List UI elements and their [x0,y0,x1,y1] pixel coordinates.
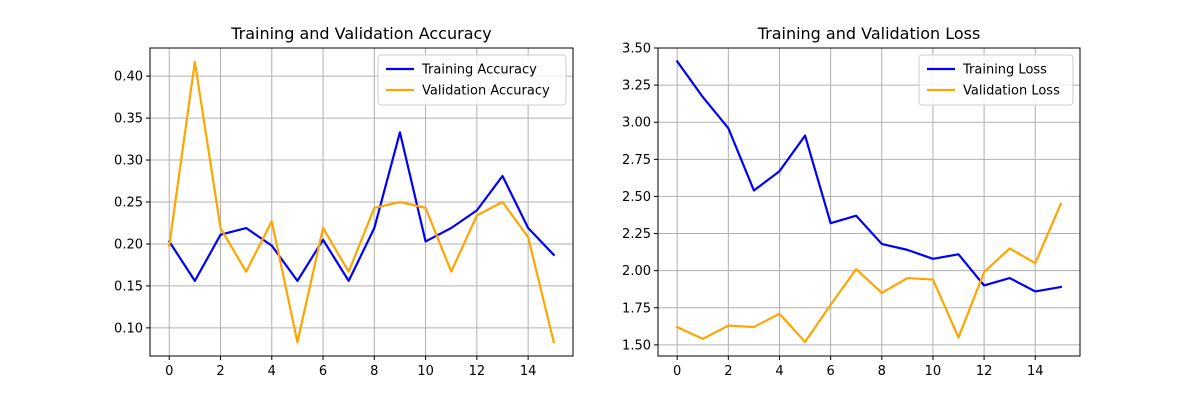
x-tick-label: 14 [1027,364,1044,379]
series-line-validation [675,202,1063,343]
y-tick-label: 3.00 [622,116,651,131]
legend-box [918,54,1074,106]
y-tick-label: 0.25 [114,196,143,211]
x-tick-label: 10 [925,364,942,379]
x-tick-label: 8 [370,364,378,379]
y-tick-label: 2.50 [622,190,651,205]
x-tick-label: 12 [469,364,486,379]
x-tick-label: 2 [216,364,224,379]
y-tick-label: 0.10 [114,321,143,336]
y-tick-label: 2.25 [622,227,651,242]
legend-label: Validation Accuracy [422,84,550,99]
x-tick-label: 0 [165,364,173,379]
y-tick-label: 1.75 [622,301,651,316]
x-tick-label: 6 [826,364,834,379]
y-tick-label: 3.25 [622,79,651,94]
legend: Training Accuracy Validation Accuracy [377,54,567,106]
y-tick-label: 0.35 [114,112,143,127]
x-tick-label: 14 [520,364,537,379]
y-tick-label: 0.15 [114,279,143,294]
chart-title: Training and Validation Accuracy [230,24,492,43]
legend: Training Loss Validation Loss [918,54,1074,106]
x-tick-label: 0 [673,364,681,379]
x-tick-label: 6 [319,364,327,379]
x-tick-label: 8 [878,364,886,379]
x-tick-label: 2 [724,364,732,379]
y-tick-label: 0.30 [114,154,143,169]
chart-title: Training and Validation Loss [757,24,981,43]
series-line-training [167,131,556,282]
accuracy-chart: Training and Validation Accuracy 0 2 4 6 8 10 1… [114,24,574,379]
y-tick-label: 1.50 [622,338,651,353]
legend-box [377,54,567,106]
legend-label: Training Accuracy [421,63,537,78]
plot-frame [657,47,1081,357]
legend-label: Training Loss [962,63,1047,78]
y-tick-label: 2.00 [622,264,651,279]
x-tick-label: 4 [268,364,276,379]
plot-frame [149,47,574,357]
y-tick-label: 3.50 [622,42,651,57]
x-tick-label: 12 [976,364,993,379]
series-line-training [675,59,1063,293]
y-tick-label: 2.75 [622,153,651,168]
loss-chart: Training and Validation Loss 0 2 4 6 8 10 12 14 1… [622,24,1081,379]
x-tick-label: 4 [775,364,783,379]
y-tick-label: 0.20 [114,237,143,252]
legend-label: Validation Loss [963,84,1060,99]
x-tick-label: 10 [417,364,434,379]
y-tick-label: 0.40 [114,70,143,85]
series-line-validation [167,60,556,344]
